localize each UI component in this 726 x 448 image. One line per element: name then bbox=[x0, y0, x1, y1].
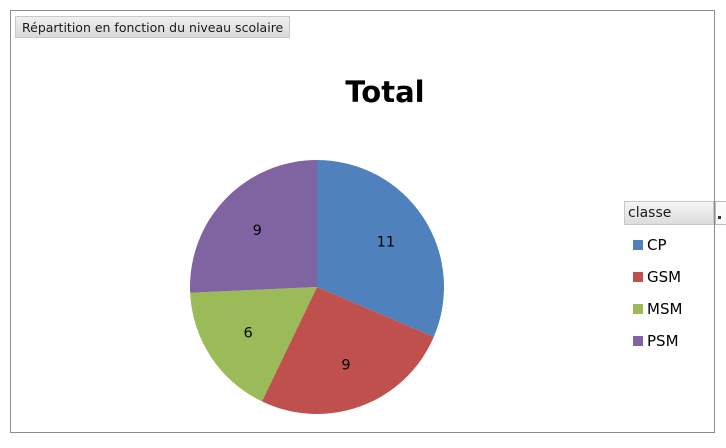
legend-swatch bbox=[633, 304, 643, 314]
legend-item-gsm[interactable]: GSM bbox=[633, 267, 681, 287]
legend-swatch bbox=[633, 336, 643, 346]
legend-label: MSM bbox=[647, 300, 683, 318]
legend-field-button[interactable]: classe bbox=[624, 201, 714, 225]
pie-slice-psm[interactable] bbox=[190, 160, 317, 293]
pie-slice-msm[interactable] bbox=[190, 287, 317, 402]
chart-title: Total bbox=[345, 75, 425, 109]
legend-swatch bbox=[633, 272, 643, 282]
legend-item-psm[interactable]: PSM bbox=[633, 331, 679, 351]
legend-item-msm[interactable]: MSM bbox=[633, 299, 682, 319]
pie-slice-gsm[interactable] bbox=[261, 287, 434, 414]
slice-data-label: 11 bbox=[377, 235, 395, 251]
slice-data-label: 6 bbox=[243, 326, 252, 342]
pie-slice-cp[interactable] bbox=[317, 160, 444, 337]
slice-data-label: 9 bbox=[253, 223, 262, 239]
legend-label: CP bbox=[647, 236, 667, 254]
legend-label: PSM bbox=[647, 332, 679, 350]
legend-label: GSM bbox=[647, 268, 682, 286]
legend-item-cp[interactable]: CP bbox=[633, 235, 667, 255]
legend-swatch bbox=[633, 240, 643, 250]
chevron-down-icon[interactable] bbox=[715, 201, 726, 225]
slice-data-label: 9 bbox=[341, 357, 350, 373]
report-filter-button[interactable]: Répartition en fonction du niveau scolai… bbox=[15, 16, 291, 38]
